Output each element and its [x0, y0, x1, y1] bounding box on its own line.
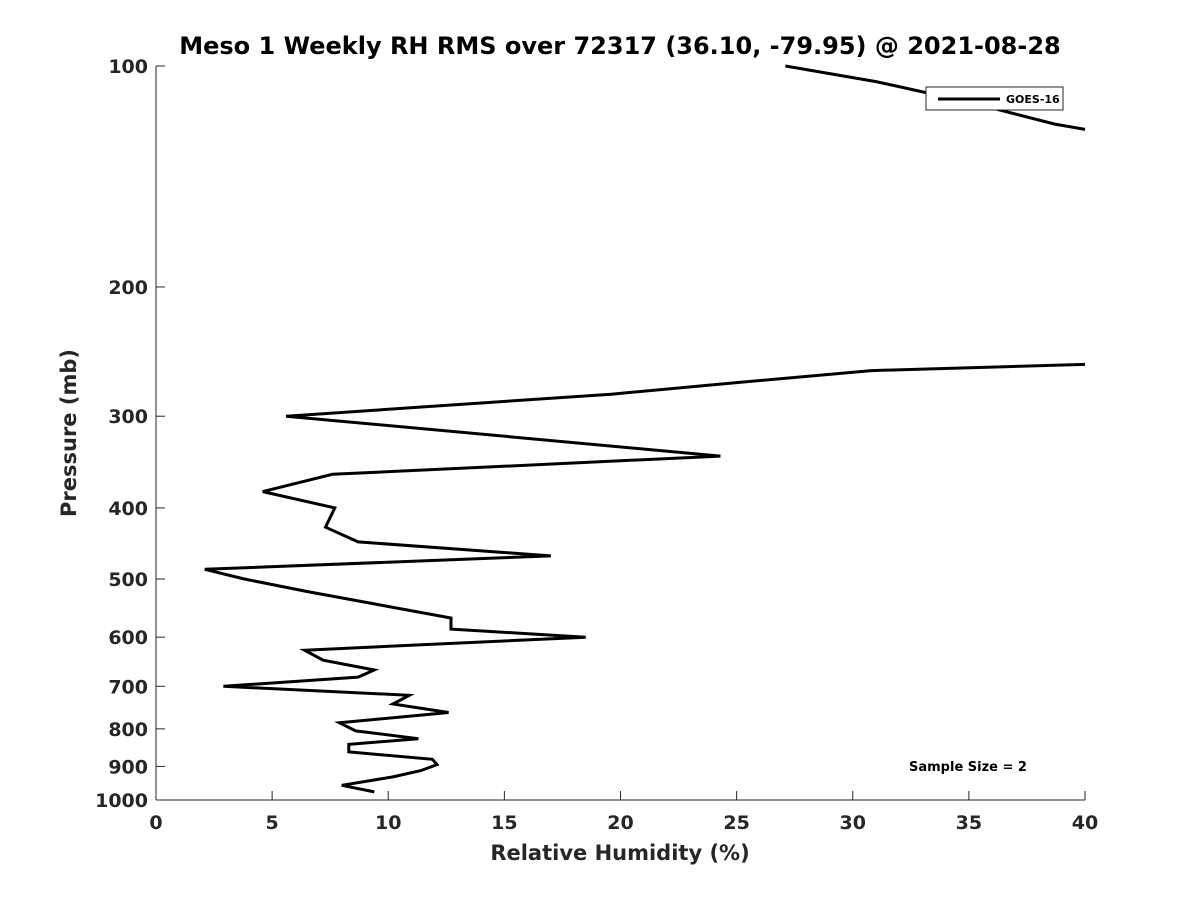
x-axis-label: Relative Humidity (%): [490, 841, 749, 865]
y-ticks: 100 200 300 400 500 600 700 800 900 1000: [95, 56, 165, 812]
x-tick-label: 10: [375, 812, 401, 834]
y-tick-label: 200: [108, 277, 148, 299]
y-tick-label: 800: [108, 719, 148, 741]
y-tick-label: 400: [108, 498, 148, 520]
x-ticks: 0 5 10 15 20 25 30 35 40: [149, 791, 1098, 834]
y-tick-label: 700: [108, 676, 148, 698]
y-tick-label: 1000: [95, 790, 148, 812]
x-tick-label: 20: [607, 812, 633, 834]
y-tick-label: 100: [108, 56, 148, 78]
y-tick-label: 300: [108, 406, 148, 428]
x-tick-label: 30: [840, 812, 866, 834]
x-tick-label: 0: [149, 812, 162, 834]
x-tick-label: 40: [1072, 812, 1098, 834]
x-tick-label: 5: [266, 812, 279, 834]
legend: GOES-16: [925, 86, 1064, 111]
legend-label-goes16: GOES-16: [1006, 93, 1060, 106]
x-tick-label: 35: [956, 812, 982, 834]
x-tick-label: 15: [491, 812, 517, 834]
x-tick-label: 25: [723, 812, 749, 834]
y-tick-label: 500: [108, 569, 148, 591]
chart-title: Meso 1 Weekly RH RMS over 72317 (36.10, …: [179, 32, 1061, 60]
y-tick-label: 900: [108, 756, 148, 778]
series-line-0: [204, 362, 1086, 794]
y-tick-label: 600: [108, 627, 148, 649]
sample-size-annotation: Sample Size = 2: [909, 760, 1027, 775]
y-axis-label: Pressure (mb): [57, 349, 81, 517]
